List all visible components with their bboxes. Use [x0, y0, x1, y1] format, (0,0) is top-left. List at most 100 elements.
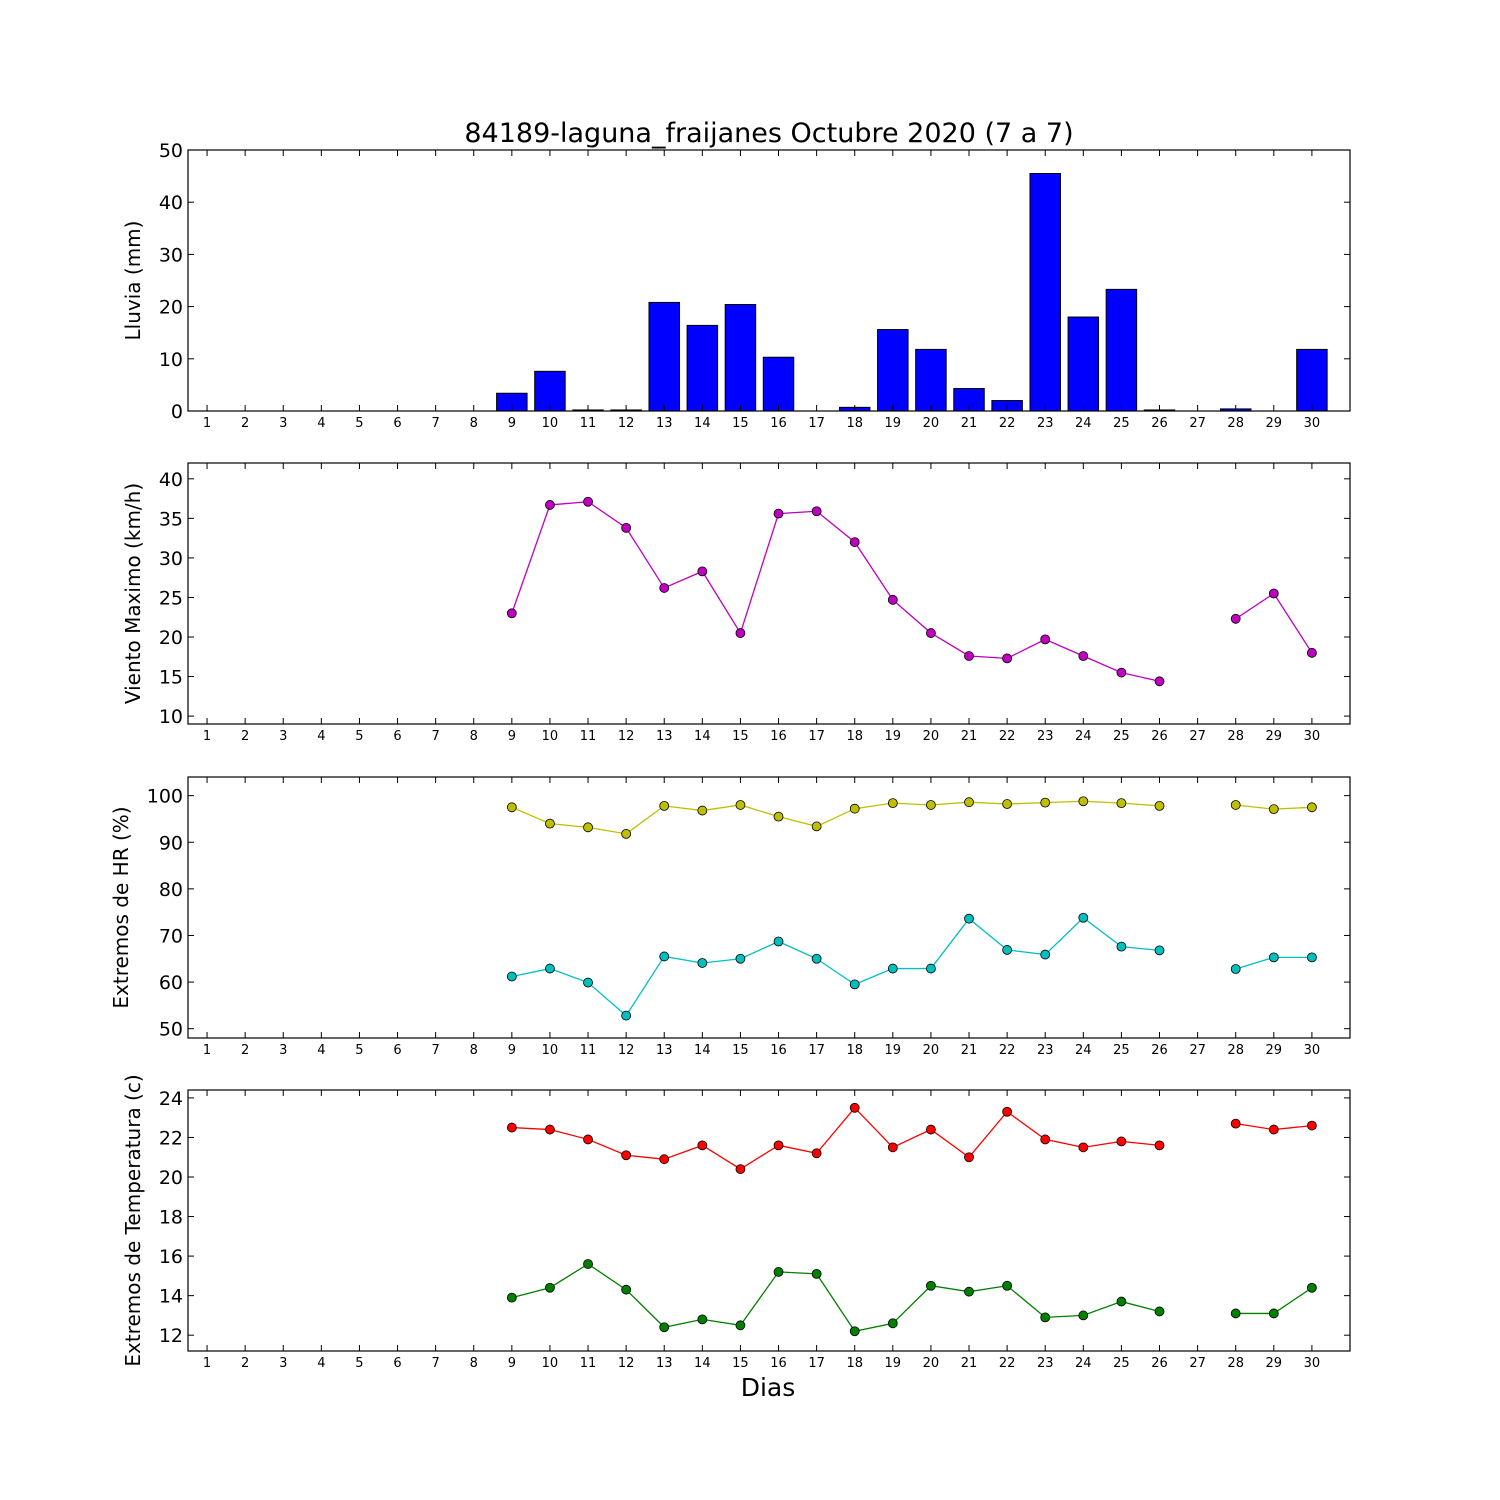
x-tick-label: 25 [1113, 1356, 1130, 1371]
x-tick-label: 19 [885, 1356, 902, 1371]
x-tick-label: 10 [542, 416, 559, 431]
y-axis-label: Extremos de HR (%) [109, 806, 133, 1008]
x-tick-label: 23 [1037, 1043, 1054, 1058]
data-point [1116, 1136, 1127, 1147]
data-point [697, 1140, 708, 1151]
x-tick-label: 16 [770, 1043, 787, 1058]
y-tick-label: 12 [159, 1325, 183, 1347]
x-tick-label: 27 [1189, 1043, 1206, 1058]
data-point [583, 496, 593, 507]
data-point [506, 608, 517, 619]
x-tick-label: 27 [1189, 416, 1206, 431]
x-tick-label: 9 [508, 1356, 516, 1371]
x-tick-label: 14 [694, 729, 711, 744]
data-point [1116, 1296, 1127, 1307]
data-point [1307, 802, 1317, 813]
x-tick-label: 11 [580, 1356, 597, 1371]
x-tick-label: 4 [317, 1043, 325, 1058]
data-point [926, 963, 936, 974]
plot-frame [187, 149, 1351, 412]
x-tick-label: 23 [1037, 416, 1054, 431]
x-tick-label: 30 [1304, 1356, 1321, 1371]
x-tick-label: 14 [694, 416, 711, 431]
data-point [1002, 653, 1013, 664]
x-tick-label: 21 [961, 729, 978, 744]
x-tick-label: 21 [961, 1043, 978, 1058]
x-tick-label: 6 [393, 1356, 401, 1371]
x-axis-label: Dias [741, 1373, 796, 1402]
x-tick-label: 22 [999, 1043, 1016, 1058]
x-tick-label: 17 [808, 729, 825, 744]
x-tick-label: 11 [580, 416, 597, 431]
x-tick-label: 19 [885, 1043, 902, 1058]
x-tick-label: 8 [470, 729, 478, 744]
x-tick-label: 9 [508, 1043, 516, 1058]
y-tick-label: 16 [159, 1246, 183, 1268]
data-point [1154, 945, 1165, 956]
bar [534, 370, 566, 412]
data-point [506, 802, 517, 813]
data-point [1268, 588, 1279, 599]
data-point [964, 651, 974, 661]
x-tick-label: 6 [393, 729, 401, 744]
data-point [849, 803, 860, 814]
data-point [659, 951, 670, 962]
x-tick-label: 5 [355, 416, 363, 431]
x-tick-label: 28 [1227, 1356, 1244, 1371]
data-point [1040, 949, 1051, 960]
data-point [583, 977, 593, 988]
x-tick-label: 15 [732, 416, 749, 431]
series-line-1 [511, 800, 1160, 835]
bar [648, 301, 680, 412]
y-tick-label: 60 [159, 972, 183, 994]
x-tick-label: 30 [1304, 416, 1321, 431]
y-tick-label: 90 [159, 832, 183, 854]
data-point [545, 963, 555, 974]
x-tick-label: 20 [923, 1043, 940, 1058]
data-point [887, 1142, 898, 1153]
bar [1029, 172, 1061, 412]
x-tick-label: 3 [279, 1356, 287, 1371]
x-tick-label: 28 [1227, 416, 1244, 431]
x-tick-label: 23 [1037, 729, 1054, 744]
x-tick-label: 26 [1151, 1356, 1168, 1371]
x-tick-label: 21 [961, 416, 978, 431]
data-point [773, 811, 784, 822]
data-point [659, 1154, 670, 1165]
data-point [1307, 647, 1317, 658]
data-point [621, 1150, 632, 1161]
data-point [811, 953, 822, 964]
x-tick-label: 1 [203, 416, 211, 431]
y-tick-label: 10 [159, 706, 183, 728]
x-tick-label: 1 [203, 1043, 211, 1058]
y-tick-label: 70 [159, 925, 183, 947]
data-point [964, 1286, 974, 1297]
plot-frame [187, 462, 1351, 725]
data-point [735, 800, 746, 810]
x-tick-label: 26 [1151, 416, 1168, 431]
x-tick-label: 19 [885, 416, 902, 431]
data-point [926, 800, 936, 810]
x-tick-label: 9 [508, 416, 516, 431]
x-tick-label: 3 [279, 416, 287, 431]
x-tick-label: 12 [618, 416, 635, 431]
data-point [964, 913, 974, 924]
x-tick-label: 7 [431, 1043, 439, 1058]
data-point [1307, 1120, 1317, 1131]
x-tick-label: 15 [732, 1356, 749, 1371]
x-tick-label: 8 [470, 1356, 478, 1371]
series-line-1 [511, 1106, 1160, 1170]
y-tick-label: 20 [159, 627, 183, 649]
x-tick-label: 29 [1266, 1356, 1283, 1371]
x-tick-label: 13 [656, 1356, 673, 1371]
x-tick-label: 2 [241, 1043, 249, 1058]
data-point [1116, 667, 1127, 678]
x-tick-label: 5 [355, 1356, 363, 1371]
y-tick-label: 0 [171, 401, 183, 423]
data-point [697, 958, 708, 968]
data-point [811, 506, 822, 517]
y-tick-label: 20 [159, 1167, 183, 1189]
x-tick-label: 17 [808, 1043, 825, 1058]
series-line-2 [511, 1263, 1160, 1332]
x-tick-label: 13 [656, 1043, 673, 1058]
